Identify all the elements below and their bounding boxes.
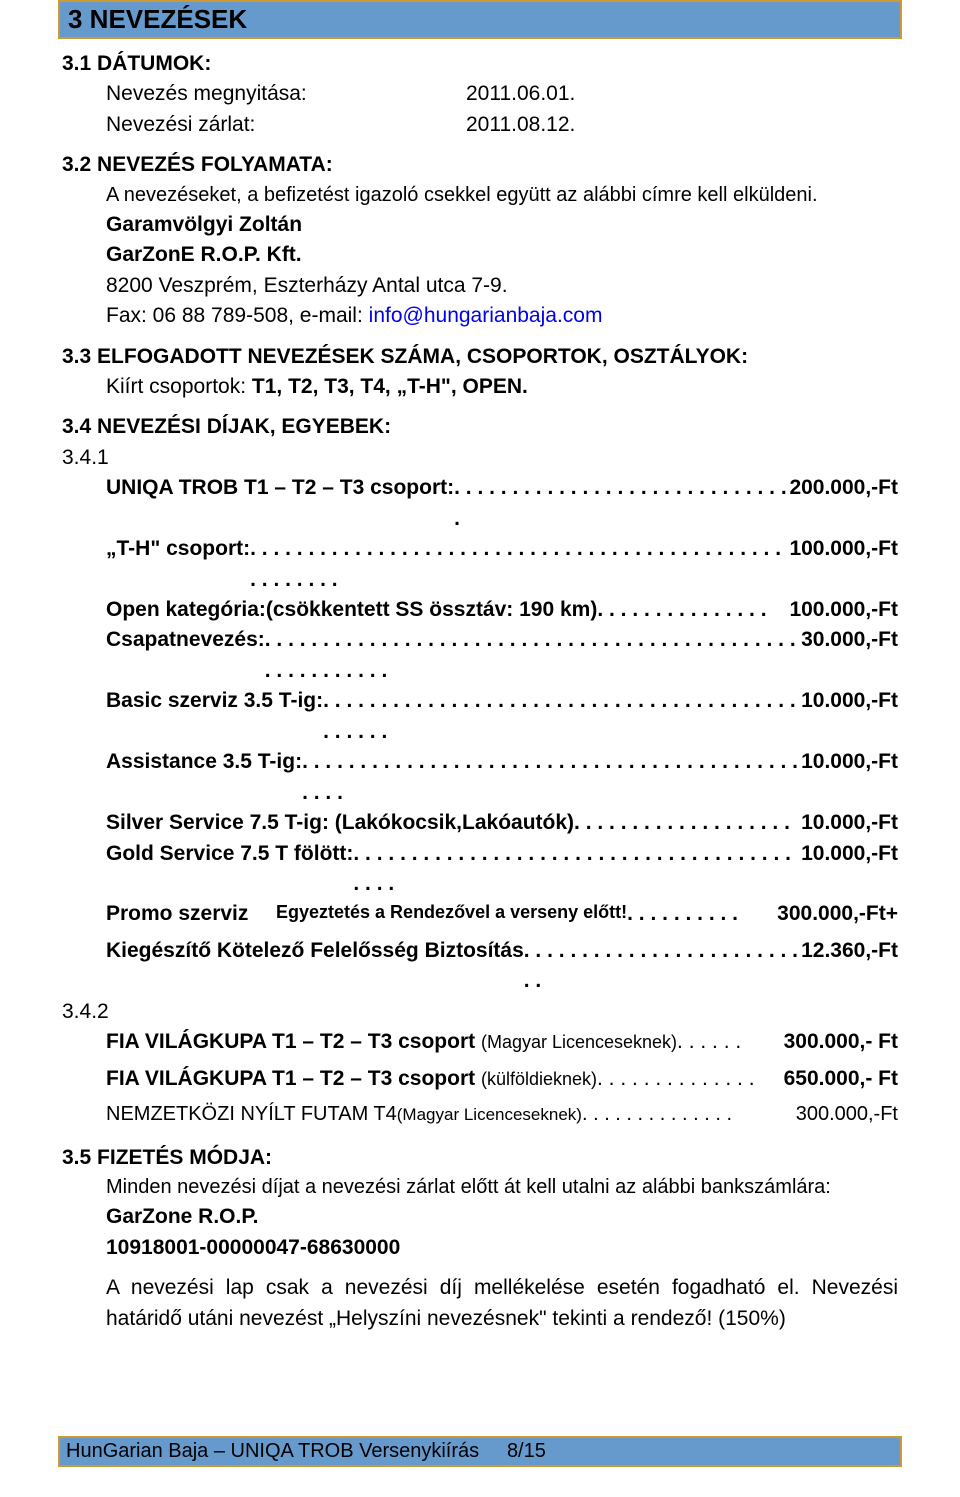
fee-row: Assistance 3.5 T-ig: . . . . . . . . . .…	[106, 747, 898, 808]
fee-promo-row: Promo szerviz Egyeztetés a Rendezővel a …	[106, 899, 898, 929]
section-banner-top: 3 NEVEZÉSEK	[58, 0, 902, 39]
s32-address: 8200 Veszprém, Eszterházy Antal utca 7-9…	[106, 271, 898, 301]
heading-3-5: 3.5 FIZETÉS MÓDJA:	[62, 1143, 898, 1173]
fia-label: FIA VILÁGKUPA T1 – T2 – T3 csoport (külf…	[106, 1064, 597, 1094]
kieg-label: Kiegészítő Kötelező Felelősség Biztosítá…	[106, 936, 524, 997]
fee-label: Csapatnevezés:	[106, 625, 265, 686]
s32-fax-prefix: Fax: 06 88 789-508, e-mail:	[106, 304, 369, 327]
heading-3-3: 3.3 ELFOGADOTT NEVEZÉSEK SZÁMA, CSOPORTO…	[62, 342, 898, 372]
s32-email[interactable]: info@hungarianbaja.com	[369, 304, 603, 327]
fee-dots: . . . . . .	[677, 1027, 784, 1057]
heading-3-4-1: 3.4.1	[62, 443, 898, 473]
fee-dots: . . . . . . . . . . . . . . .	[597, 595, 789, 625]
fee-dots: . . . . . . . . . .	[627, 899, 777, 929]
entry-open-label: Nevezés megnyitása:	[106, 79, 466, 109]
fee-row: Csapatnevezés: . . . . . . . . . . . . .…	[106, 625, 898, 686]
fia-value: 300.000,-Ft	[796, 1100, 898, 1129]
kieg-value: 12.360,-Ft	[801, 936, 898, 997]
s35-company: GarZone R.O.P.	[106, 1202, 898, 1232]
entry-open-row: Nevezés megnyitása: 2011.06.01.	[106, 79, 898, 109]
fee-value: 10.000,-Ft	[801, 808, 898, 838]
fee-dots: . . . . . . . . . . . . . . . . . . .	[574, 808, 801, 838]
fee-row: Basic szerviz 3.5 T-ig: . . . . . . . . …	[106, 686, 898, 747]
fee-value: 30.000,-Ft	[801, 625, 898, 686]
heading-3-2: 3.2 NEVEZÉS FOLYAMATA:	[62, 150, 898, 180]
heading-3-4: 3.4 NEVEZÉSI DÍJAK, EGYEBEK:	[62, 412, 898, 442]
footer-banner: HunGarian Baja – UNIQA TROB Versenykiírá…	[58, 1436, 902, 1467]
s32-name: Garamvölgyi Zoltán	[106, 210, 898, 240]
heading-3-1: 3.1 DÁTUMOK:	[62, 49, 898, 79]
fee-dots: . . . . . . . . . . . . . . . . . . . . …	[524, 936, 801, 997]
s35-para: A nevezési lap csak a nevezési díj mellé…	[106, 1273, 898, 1334]
fia-value: 300.000,- Ft	[784, 1027, 898, 1057]
fia-label: NEMZETKÖZI NYÍLT FUTAM T4(Magyar Licence…	[106, 1100, 582, 1129]
fee-value: 200.000,-Ft	[789, 473, 898, 534]
fia-label: FIA VILÁGKUPA T1 – T2 – T3 csoport (Magy…	[106, 1027, 677, 1057]
fee-row: UNIQA TROB T1 – T2 – T3 csoport: . . . .…	[106, 473, 898, 534]
fee-value: 10.000,-Ft	[801, 747, 898, 808]
page: 3 NEVEZÉSEK 3.1 DÁTUMOK: Nevezés megnyit…	[0, 0, 960, 1497]
s32-company: GarZonE R.O.P. Kft.	[106, 240, 898, 270]
fee-row: Silver Service 7.5 T-ig: (Lakókocsik,Lak…	[106, 808, 898, 838]
fee-label: Basic szerviz 3.5 T-ig:	[106, 686, 323, 747]
fee-dots: . . . . . . . . . . . . . . . . . . . . …	[323, 686, 801, 747]
fee-label: Gold Service 7.5 T fölött:	[106, 839, 353, 900]
footer-left: HunGarian Baja – UNIQA TROB Versenykiírá…	[66, 1440, 479, 1462]
s32-intro: A nevezéseket, a befizetést igazoló csek…	[106, 181, 898, 210]
fee-dots: . . . . . . . . . . . . . . . . . . . . …	[353, 839, 801, 900]
fee-label: Open kategória:(csökkentett SS össztáv: …	[106, 595, 597, 625]
fia-value: 650.000,- Ft	[784, 1064, 898, 1094]
entry-close-date: 2011.08.12.	[466, 110, 575, 140]
promo-mid: Egyeztetés a Rendezővel a verseny előtt!	[276, 899, 627, 929]
fee-value: 100.000,-Ft	[789, 534, 898, 595]
fee-label: UNIQA TROB T1 – T2 – T3 csoport:	[106, 473, 454, 534]
fee-label: „T-H" csoport:	[106, 534, 250, 595]
fee-row: „T-H" csoport: . . . . . . . . . . . . .…	[106, 534, 898, 595]
s33-bold: T1, T2, T3, T4, „T-H", OPEN.	[252, 375, 528, 398]
fee-value: 100.000,-Ft	[789, 595, 898, 625]
s33-line: Kiírt csoportok: T1, T2, T3, T4, „T-H", …	[106, 372, 898, 402]
s35-account: 10918001-00000047-68630000	[106, 1233, 898, 1263]
entry-close-row: Nevezési zárlat: 2011.08.12.	[106, 110, 898, 140]
fee-row: Open kategória:(csökkentett SS össztáv: …	[106, 595, 898, 625]
fia-row: FIA VILÁGKUPA T1 – T2 – T3 csoport (külf…	[106, 1064, 898, 1094]
s33-prefix: Kiírt csoportok:	[106, 375, 252, 398]
fee-dots: . . . . . . . . . . . . . .	[597, 1064, 784, 1094]
promo-value: 300.000,-Ft+	[777, 899, 898, 929]
fee-label: Silver Service 7.5 T-ig: (Lakókocsik,Lak…	[106, 808, 574, 838]
fee-row: Gold Service 7.5 T fölött: . . . . . . .…	[106, 839, 898, 900]
s32-contact: Fax: 06 88 789-508, e-mail: info@hungari…	[106, 301, 898, 331]
fee-dots: . . . . . . . . . . . . . . . . . . . . …	[302, 747, 801, 808]
footer-page: 8/15	[507, 1440, 546, 1462]
s35-intro: Minden nevezési díjat a nevezési zárlat …	[106, 1173, 898, 1202]
fia-row: NEMZETKÖZI NYÍLT FUTAM T4(Magyar Licence…	[106, 1100, 898, 1129]
promo-label: Promo szerviz	[106, 899, 276, 929]
entry-close-label: Nevezési zárlat:	[106, 110, 466, 140]
fee-dots: . . . . . . . . . . . . . . . . . . . . …	[454, 473, 789, 534]
fee-kieg-row: Kiegészítő Kötelező Felelősség Biztosítá…	[106, 936, 898, 997]
fee-value: 10.000,-Ft	[801, 686, 898, 747]
fee-label: Assistance 3.5 T-ig:	[106, 747, 302, 808]
fee-dots: . . . . . . . . . . . . . . . . . . . . …	[250, 534, 789, 595]
banner-top-text: 3 NEVEZÉSEK	[68, 4, 247, 34]
fee-dots: . . . . . . . . . . . . . . . . . . . . …	[265, 625, 801, 686]
fia-row: FIA VILÁGKUPA T1 – T2 – T3 csoport (Magy…	[106, 1027, 898, 1057]
heading-3-4-2: 3.4.2	[62, 997, 898, 1027]
entry-open-date: 2011.06.01.	[466, 79, 575, 109]
fee-value: 10.000,-Ft	[801, 839, 898, 900]
fee-dots: . . . . . . . . . . . . . .	[582, 1100, 796, 1129]
content: 3.1 DÁTUMOK: Nevezés megnyitása: 2011.06…	[58, 49, 902, 1334]
